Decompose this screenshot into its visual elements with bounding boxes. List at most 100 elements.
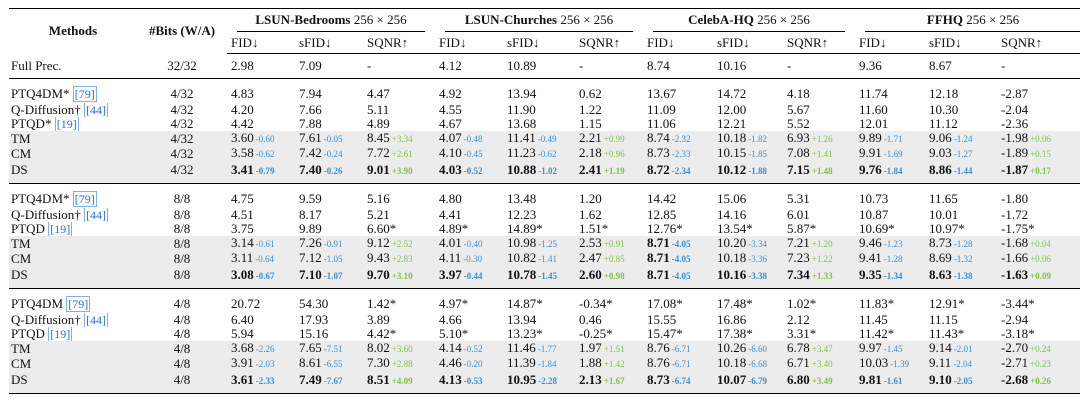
lsun-bedrooms-sfid-cell: 8.61 -6.55 xyxy=(295,356,363,371)
metric-value: - xyxy=(1001,58,1006,73)
delta-value: -1.05 xyxy=(323,254,343,264)
metric-value: 7.21 xyxy=(787,236,810,250)
metric-value: 8.71 xyxy=(647,266,670,282)
lsun-churches-sfid-cell: 13.94 xyxy=(503,313,575,327)
celeba-hq-sfid-cell: 12.21 xyxy=(713,117,783,131)
method-name: PTQD xyxy=(11,222,45,236)
metric-value: 11.46 xyxy=(507,341,536,355)
metric-value: 3.97 xyxy=(439,266,462,282)
citation-link[interactable]: [44] xyxy=(84,313,109,327)
celeba-hq-fid-cell: 8.72 -2.34 xyxy=(643,161,713,184)
celeba-hq-sfid-cell: 10.18 -6.68 xyxy=(713,356,783,371)
citation-link[interactable]: [79] xyxy=(72,190,97,207)
ffhq-sqnr-cell: -2.36 xyxy=(997,117,1080,131)
metric-header-fid: FID↓ xyxy=(643,32,713,54)
metric-value: -1.89 xyxy=(1001,146,1029,160)
ffhq-sqnr-cell: -2.04 xyxy=(997,103,1080,117)
celeba-hq-sfid-cell: 16.86 xyxy=(713,313,783,327)
lsun-bedrooms-sfid-cell: 15.16 xyxy=(295,327,363,341)
delta-value: -2.34 xyxy=(671,165,691,176)
lsun-bedrooms-sqnr-cell: 4.42* xyxy=(363,327,435,341)
celeba-hq-sqnr-cell: 4.18 xyxy=(783,79,855,104)
metric-value: 9.01 xyxy=(367,161,390,177)
lsun-bedrooms-fid-cell: 3.68 -2.26 xyxy=(227,341,295,356)
delta-value: -1.84 xyxy=(883,165,903,176)
method-name-cell: CM xyxy=(9,356,133,371)
metric-value: 10.82 xyxy=(507,251,537,265)
lsun-churches-sfid-cell: 11.39 -1.84 xyxy=(503,356,575,371)
bits-cell: 4/32 xyxy=(170,85,194,101)
citation-link[interactable]: [44] xyxy=(84,103,109,117)
delta-value: -2.03 xyxy=(255,359,275,369)
method-name-cell: PTQD [19] xyxy=(9,327,133,341)
citation-link[interactable]: [19] xyxy=(48,327,73,341)
lsun-bedrooms-sqnr-cell: 4.47 xyxy=(363,79,435,104)
metric-value: 9.41 xyxy=(859,251,882,265)
lsun-churches-sfid-cell: 10.88 -1.02 xyxy=(503,161,575,184)
method-name-cell: DS xyxy=(9,371,133,394)
delta-value: -0.52 xyxy=(463,165,483,176)
metric-value: 8.02 xyxy=(367,341,390,355)
method-name: PTQD xyxy=(11,327,45,341)
metric-value: 7.15 xyxy=(787,161,810,177)
method-name-cell: PTQD [19] xyxy=(9,222,133,236)
delta-value: -0.64 xyxy=(255,254,275,264)
delta-value: -0.62 xyxy=(255,149,275,159)
delta-value: -1.88 xyxy=(748,165,767,176)
metric-value: 14.42 xyxy=(647,190,677,206)
metric-value: 12.18 xyxy=(929,85,959,101)
metric-value: 5.94 xyxy=(231,327,254,341)
ffhq-sfid-cell: 11.43* xyxy=(925,327,997,341)
celeba-hq-sqnr-cell: 6.80 +3.49 xyxy=(783,371,855,394)
metric-value: 4.83 xyxy=(231,85,254,101)
lsun-bedrooms-fid-cell: 3.75 xyxy=(227,222,295,236)
lsun-bedrooms-fid-cell: 4.75 xyxy=(227,184,295,209)
lsun-bedrooms-sfid-cell: 7.09 xyxy=(295,53,363,79)
celeba-hq-sfid-cell: 10.18 -3.36 xyxy=(713,251,783,266)
bits-column-header: #Bits (W/A) xyxy=(148,23,216,39)
lsun-bedrooms-sqnr-cell: - xyxy=(363,53,435,79)
citation-link[interactable]: [79] xyxy=(66,295,91,312)
metric-value: 17.08* xyxy=(647,295,683,311)
lsun-churches-sfid-cell: 11.46 -1.77 xyxy=(503,341,575,356)
delta-value: +0.91 xyxy=(603,239,625,249)
citation-link[interactable]: [19] xyxy=(48,222,73,236)
lsun-bedrooms-fid-cell: 4.83 xyxy=(227,79,295,104)
metric-header-sfid: sFID↓ xyxy=(295,32,363,54)
ffhq-fid-cell: 9.35 -1.34 xyxy=(855,266,925,289)
lsun-churches-fid-cell: 4.14 -0.52 xyxy=(435,341,503,356)
lsun-bedrooms-sqnr-cell: 5.21 xyxy=(363,208,435,222)
ffhq-sfid-cell: 11.65 xyxy=(925,184,997,209)
lsun-churches-fid-cell: 4.12 xyxy=(435,53,503,79)
metric-value: -1.98 xyxy=(1001,131,1029,145)
celeba-hq-fid-cell: 8.74 -2.32 xyxy=(643,131,713,146)
bits-cell: 4/8 xyxy=(133,371,227,394)
citation-link[interactable]: [44] xyxy=(84,208,109,222)
dataset-header-ffhq: FFHQ 256 × 256 xyxy=(855,9,1080,32)
metric-value: 2.47 xyxy=(579,251,602,265)
metric-header-sfid: sFID↓ xyxy=(713,32,783,54)
metric-value: 7.65 xyxy=(299,341,322,355)
metric-value: 7.49 xyxy=(299,371,322,387)
lsun-bedrooms-sqnr-cell: 7.72 +2.61 xyxy=(363,146,435,161)
metric-value: 11.41 xyxy=(507,131,536,145)
ffhq-fid-cell: 9.76 -1.84 xyxy=(855,161,925,184)
metric-value: 4.18 xyxy=(787,85,810,101)
lsun-churches-sfid-cell: 10.98 -1.25 xyxy=(503,236,575,251)
lsun-bedrooms-sfid-cell: 17.93 xyxy=(295,313,363,327)
lsun-churches-fid-cell: 3.97 -0.44 xyxy=(435,266,503,289)
metric-value: -2.71 xyxy=(1001,356,1029,370)
metric-value: 7.42 xyxy=(299,146,322,160)
metric-value: 10.03 xyxy=(859,356,889,370)
lsun-churches-sqnr-cell: 1.15 xyxy=(575,117,643,131)
citation-link[interactable]: [19] xyxy=(54,117,79,131)
metric-value: 9.46 xyxy=(859,236,882,250)
metric-value: 10.26 xyxy=(717,341,747,355)
celeba-hq-fid-cell: 17.08* xyxy=(643,289,713,314)
citation-link[interactable]: [79] xyxy=(72,85,97,102)
delta-value: -2.26 xyxy=(255,344,275,354)
metric-value: 9.43 xyxy=(367,251,390,265)
lsun-churches-fid-cell: 4.10 -0.45 xyxy=(435,146,503,161)
metric-value: 1.15 xyxy=(579,117,602,131)
table-row: PTQ4DM* [79] 4/32 4.83 7.94 4.47 4.92 13.94 0.6… xyxy=(9,79,1080,104)
